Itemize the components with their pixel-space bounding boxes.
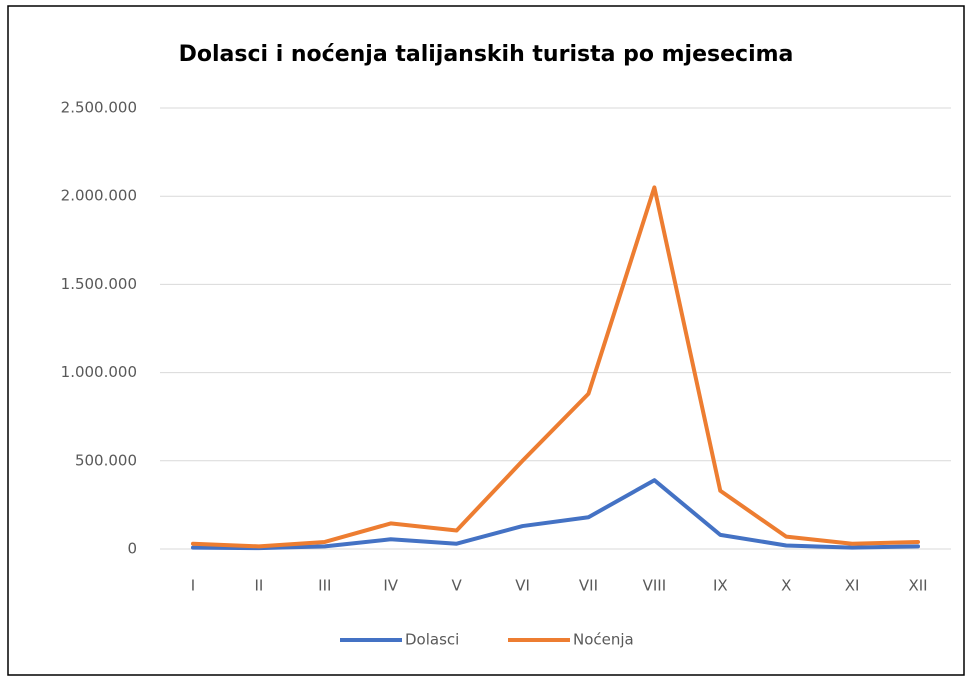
- y-tick-label: 1.000.000: [61, 363, 137, 381]
- line-series: [190, 185, 921, 549]
- x-tick-label: IV: [383, 577, 398, 595]
- x-tick-label: III: [318, 577, 331, 595]
- chart-title: Dolasci i noćenja talijanskih turista po…: [179, 42, 794, 67]
- x-tick-label: VII: [579, 577, 598, 595]
- x-tick-label: XI: [845, 577, 860, 595]
- y-tick-label: 500.000: [75, 451, 137, 469]
- y-tick-label: 2.500.000: [61, 99, 137, 117]
- x-tick-label: XII: [908, 577, 927, 595]
- x-tick-label: VIII: [643, 577, 667, 595]
- x-tick-label: V: [451, 577, 462, 595]
- legend-label: Noćenja: [573, 631, 634, 649]
- y-tick-label: 1.500.000: [61, 275, 137, 293]
- x-tick-label: VI: [515, 577, 530, 595]
- line-series: [190, 478, 921, 551]
- x-tick-label: IX: [713, 577, 728, 595]
- y-tick-label: 2.000.000: [61, 187, 137, 205]
- x-tick-label: X: [781, 577, 791, 595]
- legend-label: Dolasci: [405, 631, 459, 649]
- x-tick-label: I: [191, 577, 195, 595]
- chart-border: [7, 5, 965, 676]
- x-tick-label: II: [254, 577, 263, 595]
- y-tick-label: 0: [127, 540, 137, 558]
